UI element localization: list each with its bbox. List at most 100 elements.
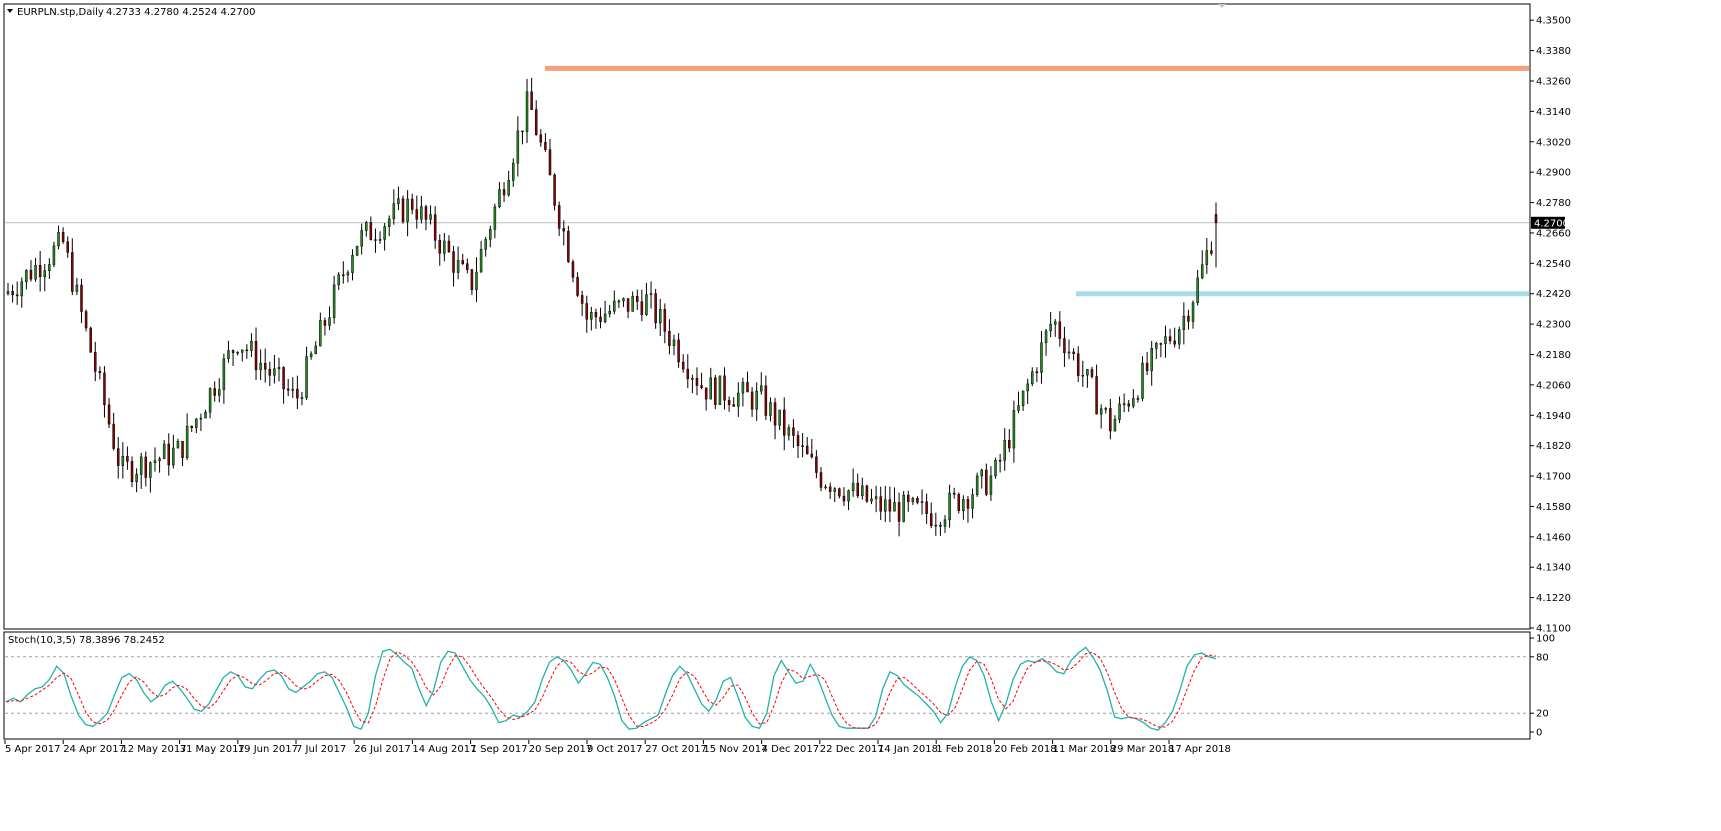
bear-candle <box>1109 408 1112 432</box>
bull-candle <box>20 281 24 297</box>
bull-candle <box>420 206 423 220</box>
bull-candle <box>1026 383 1029 392</box>
bear-candle <box>681 361 685 370</box>
bull-candle <box>43 270 46 278</box>
bull-candle <box>475 271 478 290</box>
bear-candle <box>15 294 19 297</box>
bear-candle <box>567 230 570 263</box>
bear-candle <box>544 141 547 150</box>
bull-candle <box>25 270 28 283</box>
stoch-level-label: 80 <box>1536 652 1549 663</box>
bull-candle <box>672 339 676 346</box>
bear-candle <box>369 222 373 241</box>
bear-candle <box>704 387 708 400</box>
bear-candle <box>856 482 859 497</box>
bear-candle <box>296 388 299 399</box>
bull-candle <box>121 456 125 466</box>
bear-candle <box>998 459 1002 462</box>
bear-candle <box>94 351 97 372</box>
bear-candle <box>773 402 777 426</box>
bull-candle <box>443 240 446 254</box>
bull-candle <box>870 498 873 502</box>
bear-candle <box>268 368 272 376</box>
bear-candle <box>700 385 703 389</box>
bull-candle <box>185 425 189 459</box>
bull-candle <box>971 494 974 509</box>
bull-candle <box>498 189 501 208</box>
bull-candle <box>406 198 409 222</box>
date-tick-label: 4 Dec 2017 <box>762 744 820 755</box>
bull-candle <box>374 239 377 241</box>
bull-candle <box>227 350 230 359</box>
date-tick-label: 7 Jul 2017 <box>296 744 346 755</box>
price-tick-label: 4.2900 <box>1536 168 1571 179</box>
bull-candle <box>1044 330 1048 343</box>
bear-candle <box>254 340 258 371</box>
bear-candle <box>1008 439 1011 449</box>
price-tick-label: 4.2060 <box>1536 380 1571 391</box>
bear-candle <box>71 252 74 292</box>
date-tick-label: 14 Aug 2017 <box>412 744 476 755</box>
bear-candle <box>746 382 749 393</box>
bear-candle <box>38 265 42 278</box>
date-tick-label: 1 Feb 2018 <box>936 744 992 755</box>
bear-candle <box>107 404 111 425</box>
bull-candle <box>769 402 772 416</box>
bull-candle <box>920 501 924 503</box>
bull-candle <box>1132 398 1135 407</box>
bull-candle <box>525 91 529 132</box>
bull-candle <box>980 469 983 477</box>
bull-candle <box>511 162 515 181</box>
bear-candle <box>112 423 115 449</box>
bear-candle <box>640 301 644 315</box>
bear-candle <box>282 367 285 390</box>
bull-candle <box>1182 315 1186 330</box>
bull-candle <box>314 345 317 355</box>
bull-candle <box>222 358 226 390</box>
candlestick-series <box>6 77 1218 537</box>
bull-candle <box>1031 371 1034 385</box>
bull-candle <box>57 232 60 247</box>
bull-candle <box>1067 351 1071 354</box>
bear-candle <box>539 134 543 143</box>
bull-candle <box>360 230 363 247</box>
bear-candle <box>686 368 690 379</box>
bear-candle <box>723 375 726 401</box>
bear-candle <box>599 316 602 323</box>
bear-candle <box>80 284 83 312</box>
bear-candle <box>576 277 579 296</box>
bull-candle <box>319 320 322 347</box>
bull-candle <box>1150 348 1153 372</box>
bull-candle <box>6 291 10 294</box>
date-tick-label: 15 Nov 2017 <box>703 744 767 755</box>
price-tick-label: 4.2660 <box>1536 228 1571 239</box>
price-pane <box>3 3 1531 630</box>
bull-candle <box>259 362 262 371</box>
bull-candle <box>383 226 386 240</box>
price-tick-label: 4.1700 <box>1536 472 1571 483</box>
bull-candle <box>456 260 460 273</box>
bull-candle <box>1178 329 1181 345</box>
bull-candle <box>1191 302 1195 322</box>
bear-candle <box>626 298 630 312</box>
symbol-menu-icon[interactable] <box>7 9 13 13</box>
bull-candle <box>617 300 621 303</box>
bull-candle <box>332 284 336 319</box>
bear-candle <box>190 425 193 428</box>
stoch-signal-line <box>5 651 1217 729</box>
bull-candle <box>962 499 965 511</box>
bull-candle <box>149 462 152 478</box>
bear-candle <box>1035 371 1039 374</box>
bull-candle <box>392 203 396 220</box>
bear-candle <box>1145 362 1149 372</box>
bull-candle <box>861 485 864 497</box>
shift-marker-icon[interactable] <box>1218 4 1226 8</box>
bear-candle <box>985 469 988 495</box>
bear-candle <box>571 261 575 278</box>
date-tick-label: 14 Jan 2018 <box>878 744 938 755</box>
bull-candle <box>429 214 432 220</box>
bull-candle <box>608 310 611 315</box>
bull-candle <box>135 474 138 483</box>
